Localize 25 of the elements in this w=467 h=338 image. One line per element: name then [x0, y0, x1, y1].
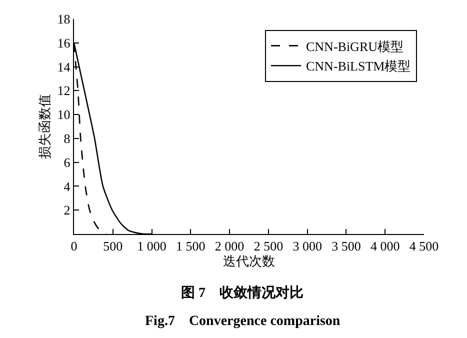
y-axis-title: 损失函数值: [37, 94, 52, 159]
caption: Fig.7 Convergence comparison: [145, 314, 340, 329]
y-tick-label: 16: [57, 35, 71, 50]
y-tick-label: 12: [57, 83, 70, 98]
x-tick-label: 4 000: [370, 238, 400, 254]
y-tick-label: 2: [64, 202, 70, 218]
x-tick-label: 2 500: [254, 238, 284, 254]
x-tick-label: 3 000: [292, 238, 322, 254]
y-tick-label: 6: [64, 154, 71, 170]
legend-label: CNN-BiGRU模型: [306, 38, 404, 54]
x-tick-label: 1 500: [176, 238, 206, 254]
x-tick-label: 3 500: [332, 238, 361, 254]
y-tick-label: 4: [64, 178, 71, 194]
y-tick-label: 8: [64, 130, 70, 146]
x-tick-label: 0: [70, 238, 78, 254]
x-tick-label: 4 500: [409, 238, 439, 254]
x-axis-title: 迭代次数: [223, 254, 275, 269]
y-tick-label: 10: [57, 107, 70, 122]
caption: 图 7 收敛情况对比: [181, 285, 304, 301]
x-tick-label: 500: [103, 238, 123, 254]
y-tick-label: 18: [57, 12, 70, 27]
legend-label: CNN-BiLSTM模型: [306, 58, 411, 74]
x-tick-label: 2 000: [214, 238, 244, 254]
x-tick-label: 1 000: [137, 238, 166, 254]
y-tick-label: 14: [57, 59, 71, 74]
